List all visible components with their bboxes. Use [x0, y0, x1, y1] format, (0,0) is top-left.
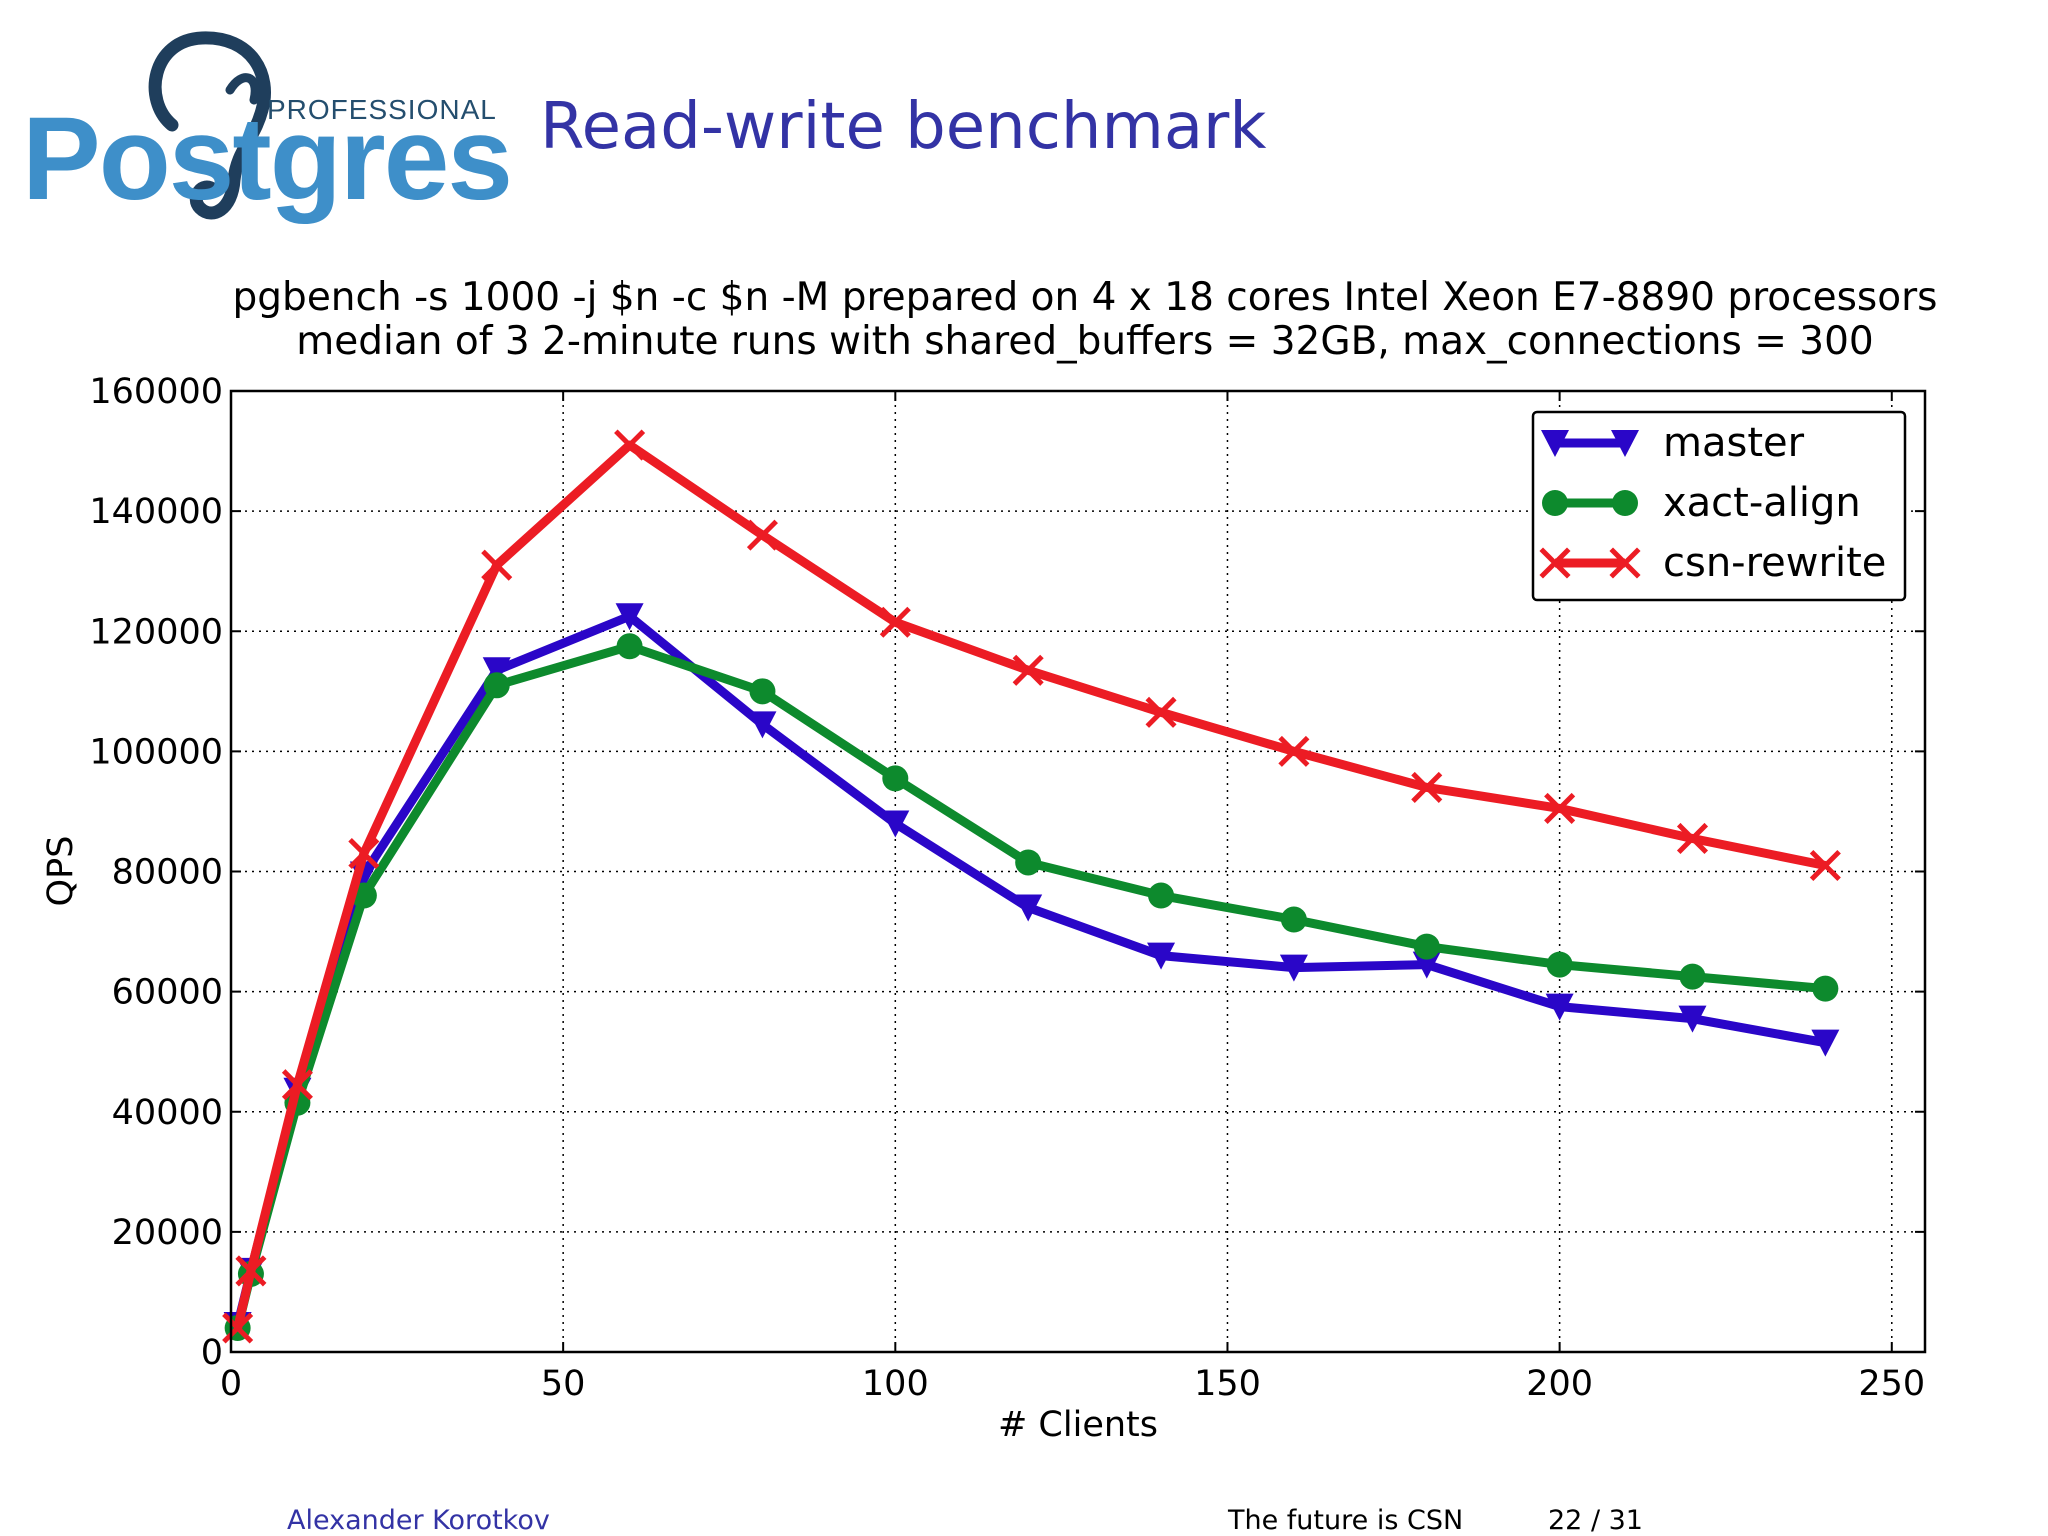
- legend-item-xact-align: xact-align: [1542, 480, 1861, 526]
- logo-wordmark: Postgres: [22, 93, 513, 225]
- data-point-master: [1279, 954, 1308, 982]
- data-point-master: [1014, 894, 1043, 922]
- y-tick-label: 160000: [89, 372, 223, 412]
- data-point-csn-rewrite: [1278, 735, 1310, 767]
- legend-label: master: [1663, 420, 1805, 466]
- legend-marker: [1612, 490, 1638, 516]
- data-point-master: [1147, 942, 1176, 970]
- y-axis-label: QPS: [41, 836, 81, 907]
- data-point-xact-align: [1812, 975, 1839, 1002]
- chart-legend: master xact-align csn-rewrite: [1531, 410, 1907, 602]
- data-point-xact-align: [749, 678, 776, 705]
- data-point-xact-align: [1546, 951, 1573, 978]
- data-point-csn-rewrite: [1809, 849, 1841, 882]
- elephant-icon: [148, 31, 271, 220]
- legend-marker: [1611, 430, 1639, 457]
- data-point-master: [482, 657, 511, 685]
- data-point-xact-align: [1679, 963, 1706, 990]
- data-point-xact-align: [1413, 933, 1440, 960]
- legend-marker: [1542, 490, 1568, 516]
- y-tick-label: 60000: [112, 973, 223, 1013]
- data-point-xact-align: [1015, 849, 1042, 876]
- legend-frame: [1531, 410, 1907, 602]
- x-tick-label: 200: [1526, 1364, 1593, 1404]
- y-tick-label: 140000: [89, 492, 223, 532]
- data-point-xact-align: [483, 672, 510, 699]
- data-point-xact-align: [1148, 882, 1175, 909]
- data-point-master: [1811, 1029, 1840, 1057]
- y-tick-label: 0: [201, 1333, 223, 1373]
- legend-item-csn-rewrite: csn-rewrite: [1539, 540, 1886, 586]
- chart-title: pgbench -s 1000 -j $n -c $n -M prepared …: [233, 275, 1938, 320]
- y-tick-label: 20000: [112, 1213, 223, 1253]
- legend-marker: [1539, 547, 1571, 579]
- footer-author: Alexander Korotkov: [287, 1505, 550, 1536]
- legend-marker: [1609, 547, 1641, 579]
- series-csn-rewrite: [222, 429, 1841, 1344]
- data-point-csn-rewrite: [1012, 654, 1044, 686]
- x-tick-label: 250: [1858, 1364, 1925, 1404]
- x-tick-label: 50: [541, 1364, 586, 1404]
- legend-label: csn-rewrite: [1663, 540, 1886, 586]
- footer-talk-title: The future is CSN: [1228, 1505, 1464, 1536]
- data-point-csn-rewrite: [614, 429, 646, 461]
- data-point-csn-rewrite: [281, 1069, 313, 1101]
- slide-title: Read-write benchmark: [540, 90, 1267, 164]
- data-point-csn-rewrite: [481, 549, 513, 581]
- x-tick-label: 100: [862, 1364, 929, 1404]
- data-point-csn-rewrite: [348, 837, 380, 870]
- data-point-master: [615, 603, 644, 631]
- chart-subtitle: median of 3 2-minute runs with shared_bu…: [296, 319, 1873, 364]
- data-point-xact-align: [616, 633, 643, 660]
- y-tick-label: 120000: [89, 612, 223, 652]
- data-point-master: [1545, 993, 1574, 1021]
- data-point-csn-rewrite: [1544, 792, 1576, 824]
- x-tick-label: 150: [1194, 1364, 1261, 1404]
- postgres-professional-logo: PROFESSIONAL Postgres: [22, 30, 513, 230]
- data-point-xact-align: [882, 765, 909, 792]
- y-tick-label: 100000: [89, 732, 223, 772]
- data-point-xact-align: [1280, 906, 1307, 933]
- data-point-csn-rewrite: [746, 519, 778, 551]
- data-point-master: [881, 810, 910, 838]
- data-point-master: [1678, 1005, 1707, 1033]
- axis-ticks: 0 50 100 150 200 250 0 20000 40000 60000 80000 1000…: [89, 372, 1925, 1404]
- data-point-csn-rewrite: [1145, 696, 1177, 728]
- data-point-csn-rewrite: [1411, 771, 1443, 803]
- data-point-csn-rewrite: [1676, 822, 1709, 855]
- x-axis-label: # Clients: [998, 1405, 1158, 1445]
- legend-label: xact-align: [1663, 480, 1861, 526]
- legend-marker: [1541, 430, 1569, 457]
- footer-page-number: 22 / 31: [1548, 1505, 1643, 1536]
- data-point-csn-rewrite: [879, 606, 911, 638]
- data-point-master: [1412, 951, 1441, 979]
- series-layer: [222, 429, 1841, 1344]
- x-tick-label: 0: [220, 1364, 242, 1404]
- y-tick-label: 40000: [112, 1093, 223, 1133]
- data-point-csn-rewrite: [235, 1255, 267, 1287]
- series-xact-align: [224, 633, 1839, 1341]
- series-line-xact-align: [233, 641, 1826, 1330]
- data-point-master: [748, 711, 777, 739]
- legend-item-master: master: [1541, 420, 1805, 466]
- data-point-csn-rewrite: [222, 1312, 254, 1344]
- y-tick-label: 80000: [112, 853, 223, 893]
- logo-tagline: PROFESSIONAL: [267, 94, 497, 125]
